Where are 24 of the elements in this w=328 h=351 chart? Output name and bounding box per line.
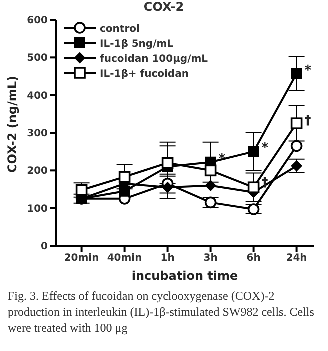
y-tick-label: 200 bbox=[27, 166, 48, 178]
x-tick-label: 1h bbox=[160, 253, 175, 264]
x-tick-label: 3h bbox=[204, 253, 218, 264]
y-tick-label: 0 bbox=[41, 242, 48, 253]
x-tick-label: 20min bbox=[64, 253, 100, 264]
annotation: † bbox=[304, 113, 312, 128]
y-axis-title: COX-2 (ng/mL) bbox=[5, 76, 20, 173]
chart-title: COX-2 bbox=[142, 0, 186, 14]
x-axis-title: incubation time bbox=[132, 269, 238, 283]
y-tick-label: 400 bbox=[27, 90, 48, 102]
annotation: * bbox=[262, 140, 269, 156]
y-tick-label: 600 bbox=[27, 16, 48, 27]
legend-label: IL-1β 5ng/mL bbox=[100, 39, 174, 50]
y-tick-label: 300 bbox=[27, 128, 48, 140]
y-tick-label: 100 bbox=[27, 204, 48, 215]
x-tick-label: 6h bbox=[246, 253, 261, 264]
annotation: * bbox=[304, 64, 312, 79]
x-tick-label: 24h bbox=[286, 253, 308, 264]
x-tick-label: 40min bbox=[107, 253, 142, 264]
legend-label: IL-1β+ fucoidan bbox=[100, 69, 189, 80]
caption: Fig. 3. Effects of fucoidan on cyclooxygenase (COX)-2 production in interleukin (IL)-1β-stimulated SW982 cells. Cells were treated with 100 μg bbox=[7, 288, 316, 336]
legend-label: fucoidan 100μg/mL bbox=[100, 54, 209, 65]
y-tick-label: 500 bbox=[27, 53, 48, 64]
legend-label: control bbox=[100, 24, 140, 35]
